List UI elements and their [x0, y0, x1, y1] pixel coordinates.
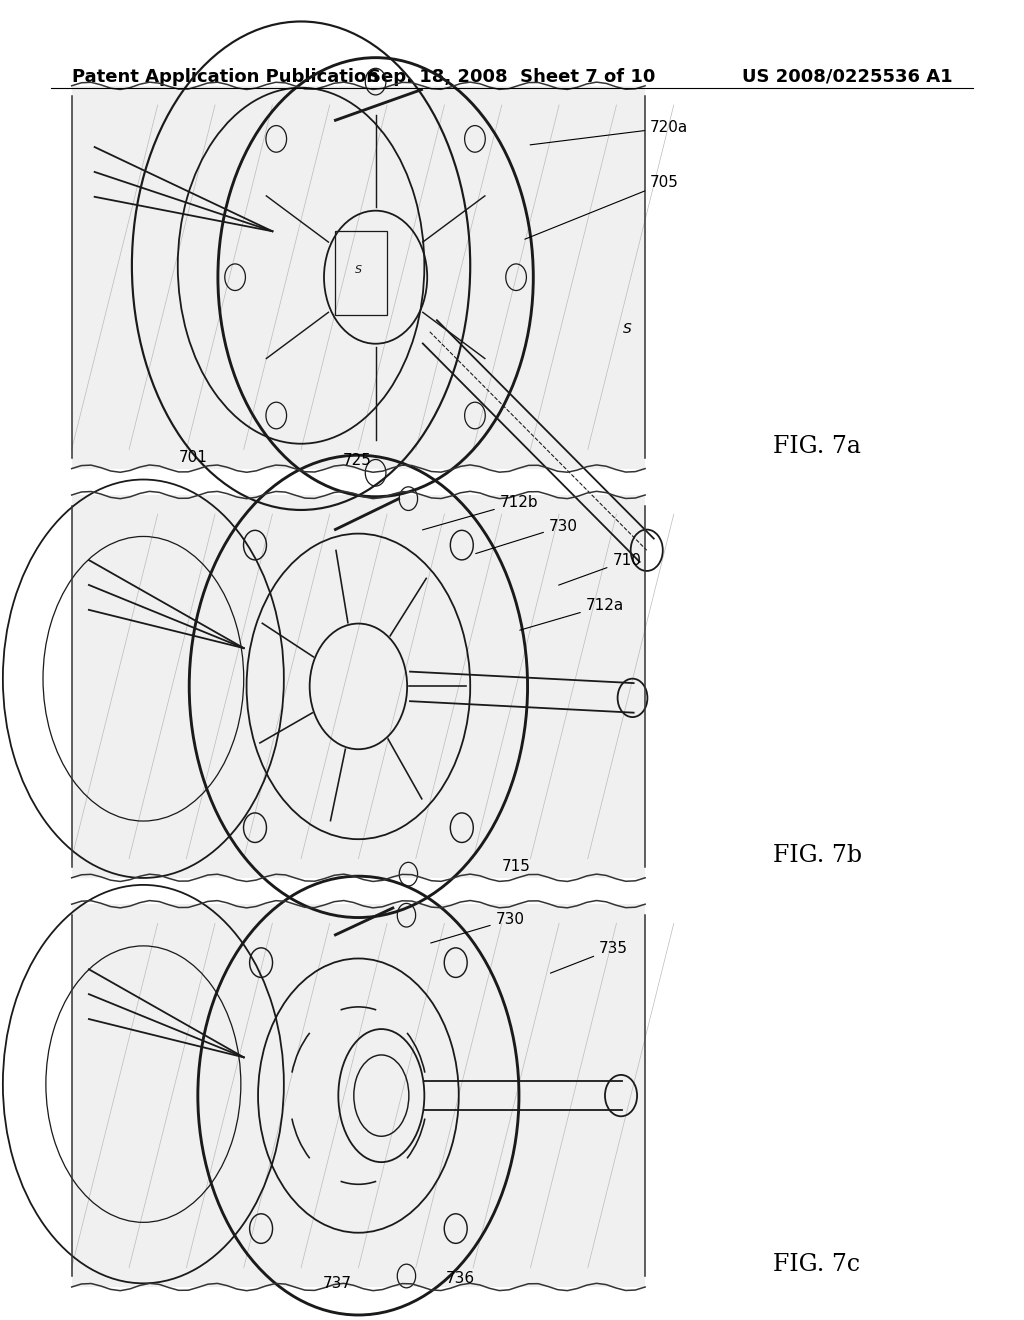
- Bar: [336, 231, 387, 315]
- Text: 737: 737: [323, 1276, 351, 1291]
- Text: FIG. 7a: FIG. 7a: [773, 434, 861, 458]
- Text: US 2008/0225536 A1: US 2008/0225536 A1: [741, 67, 952, 86]
- Text: 712b: 712b: [423, 495, 539, 529]
- Text: 730: 730: [476, 519, 578, 553]
- Text: 712a: 712a: [520, 598, 624, 630]
- Text: 730: 730: [431, 912, 524, 942]
- Text: Sep. 18, 2008  Sheet 7 of 10: Sep. 18, 2008 Sheet 7 of 10: [369, 67, 655, 86]
- Text: 736: 736: [445, 1271, 474, 1286]
- Text: 720a: 720a: [530, 120, 688, 145]
- Text: S: S: [355, 264, 361, 275]
- Text: 705: 705: [525, 176, 679, 239]
- Text: 715: 715: [502, 859, 530, 874]
- FancyBboxPatch shape: [72, 86, 645, 469]
- Text: 701: 701: [179, 450, 208, 465]
- FancyBboxPatch shape: [72, 495, 645, 878]
- Text: FIG. 7c: FIG. 7c: [773, 1253, 860, 1276]
- Text: 735: 735: [551, 941, 628, 973]
- Text: FIG. 7b: FIG. 7b: [773, 843, 862, 867]
- Text: 725: 725: [343, 453, 372, 467]
- FancyBboxPatch shape: [72, 904, 645, 1287]
- Text: Patent Application Publication: Patent Application Publication: [72, 67, 379, 86]
- Text: 710: 710: [559, 553, 641, 585]
- Text: S: S: [623, 322, 632, 335]
